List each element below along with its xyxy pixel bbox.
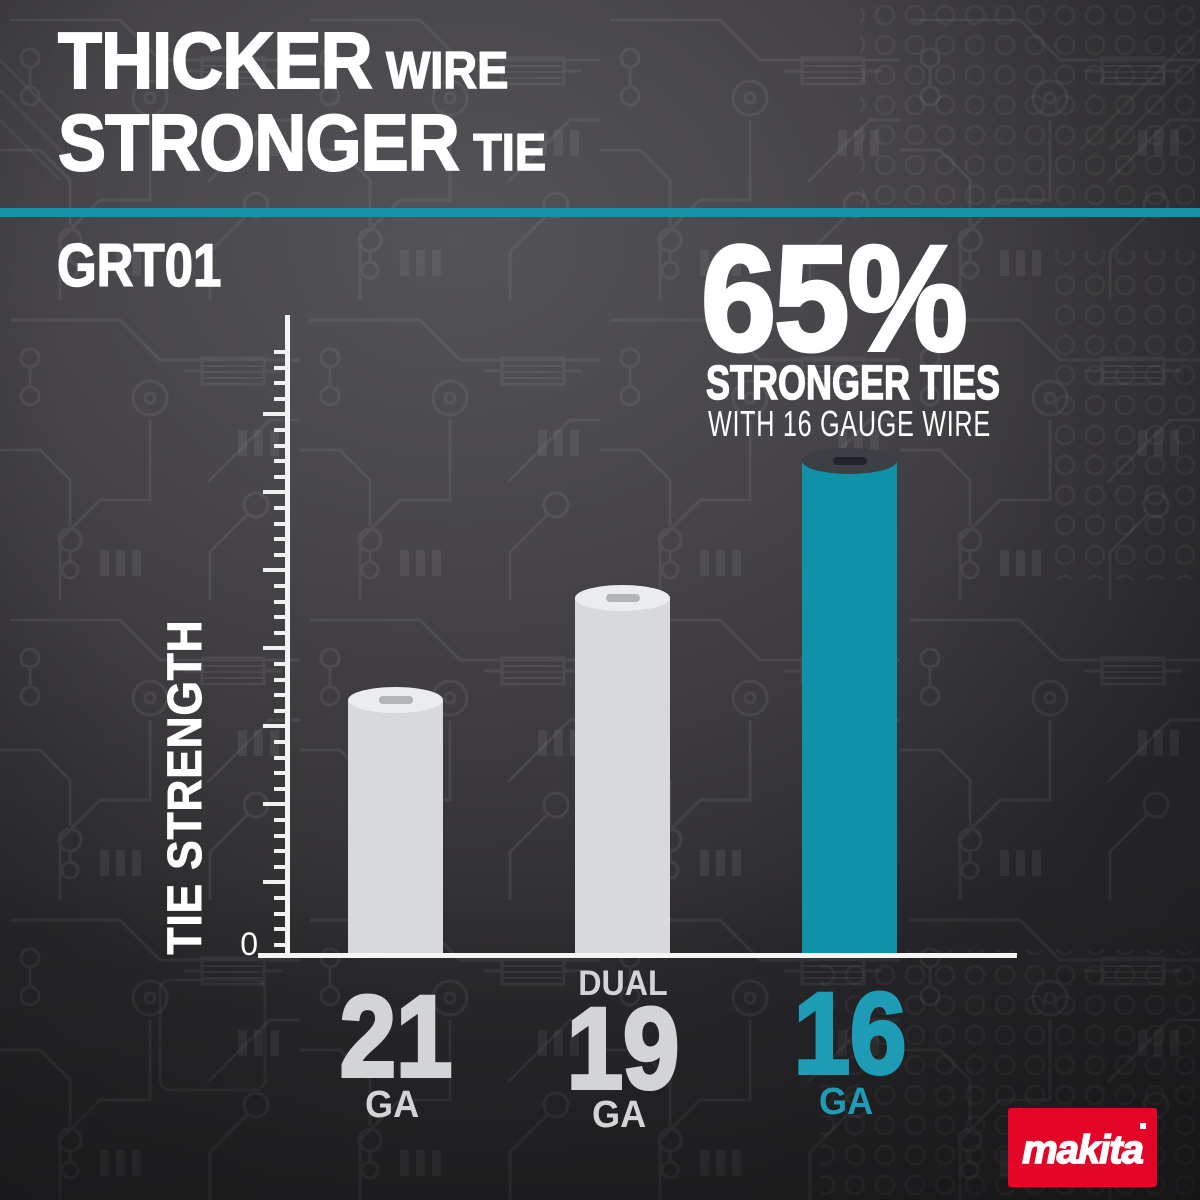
y-axis-minor-tick — [274, 599, 289, 604]
y-axis-minor-tick — [274, 677, 289, 682]
y-axis-major-tick — [263, 646, 289, 651]
callout-stronger-ties: STRONGER TIES — [705, 357, 1001, 410]
y-axis-minor-tick — [274, 365, 289, 370]
title-word-tie: TIE — [473, 123, 547, 183]
y-axis-major-tick — [263, 490, 289, 495]
y-axis-major-tick — [263, 880, 289, 885]
y-axis-minor-tick — [274, 521, 289, 526]
bar-gauge-number-21: 21 — [337, 973, 453, 1101]
bar-top-cap — [575, 585, 670, 611]
y-axis-minor-tick — [274, 755, 289, 760]
title-word-wire: WIRE — [385, 41, 509, 101]
y-axis-minor-tick — [274, 474, 289, 479]
y-axis-minor-tick — [274, 693, 289, 698]
makita-logo: makita — [1008, 1108, 1157, 1187]
bar-cap-slot — [378, 696, 413, 704]
y-axis-minor-tick — [274, 615, 289, 620]
x-axis-baseline — [258, 953, 1017, 958]
y-axis-minor-tick — [274, 537, 289, 542]
y-axis-minor-tick — [274, 350, 289, 354]
bar-21ga — [348, 687, 443, 953]
bar-gauge-unit-21: GA — [365, 1084, 420, 1126]
title-word-stronger: STRONGER — [57, 98, 461, 187]
bar-cap-slot — [605, 594, 640, 602]
bar-cap-slot — [832, 457, 867, 465]
callout-percent: 65% — [699, 214, 969, 382]
bar-sublabel-dual: DUAL — [577, 964, 668, 1003]
bar-gauge-number-16: 16 — [791, 970, 907, 1098]
y-axis-line — [285, 315, 290, 958]
y-axis-minor-tick — [274, 911, 289, 916]
bar-top-cap — [348, 687, 443, 713]
y-axis-minor-tick — [274, 927, 289, 932]
bar-gauge-unit-16: GA — [819, 1081, 874, 1123]
y-axis-zero-label: 0 — [240, 926, 258, 962]
bar-gauge-unit-19: GA — [592, 1094, 647, 1136]
y-axis-minor-tick — [274, 396, 289, 401]
y-axis-minor-tick — [274, 786, 289, 791]
bar-top-cap — [802, 448, 897, 474]
title-word-thicker: THICKER — [57, 16, 373, 105]
callout-with-16-gauge-wire: WITH 16 GAUGE WIRE — [708, 403, 991, 444]
y-axis-minor-tick — [274, 459, 289, 464]
y-axis-minor-tick — [274, 849, 289, 854]
y-axis-minor-tick — [274, 662, 289, 666]
teal-divider-rule — [0, 208, 1200, 217]
y-axis-minor-tick — [274, 584, 289, 588]
registered-mark-dot — [1140, 1123, 1146, 1129]
y-axis-minor-tick — [274, 864, 289, 869]
y-axis-minor-tick — [274, 506, 289, 510]
y-axis-minor-tick — [274, 896, 289, 900]
y-axis-major-tick — [263, 724, 289, 729]
y-axis-label: TIE STRENGTH — [159, 619, 213, 955]
y-axis-major-tick — [263, 568, 289, 573]
makita-logo-text: makita — [1021, 1127, 1144, 1172]
y-axis-minor-tick — [274, 818, 289, 822]
bar-gauge-number-19: 19 — [564, 985, 680, 1113]
y-axis-minor-tick — [274, 552, 289, 557]
y-axis-minor-tick — [274, 428, 289, 432]
y-axis-minor-tick — [274, 443, 289, 448]
y-axis-major-tick — [263, 412, 289, 417]
y-axis-minor-tick — [274, 708, 289, 713]
y-axis-minor-tick — [274, 771, 289, 776]
y-axis-major-tick — [263, 802, 289, 807]
title-line-2: STRONGER TIE — [57, 101, 547, 185]
bar-19ga — [575, 585, 670, 953]
y-axis-minor-tick — [274, 942, 289, 947]
y-axis-minor-tick — [274, 833, 289, 838]
y-axis-minor-tick — [274, 381, 289, 386]
model-number-label: GRT01 — [56, 232, 222, 299]
y-axis-minor-tick — [274, 740, 289, 744]
title-line-1: THICKER WIRE — [57, 19, 546, 103]
page-title: THICKER WIRE STRONGER TIE — [57, 19, 600, 185]
y-axis-minor-tick — [274, 630, 289, 635]
bar-16ga — [802, 448, 897, 953]
